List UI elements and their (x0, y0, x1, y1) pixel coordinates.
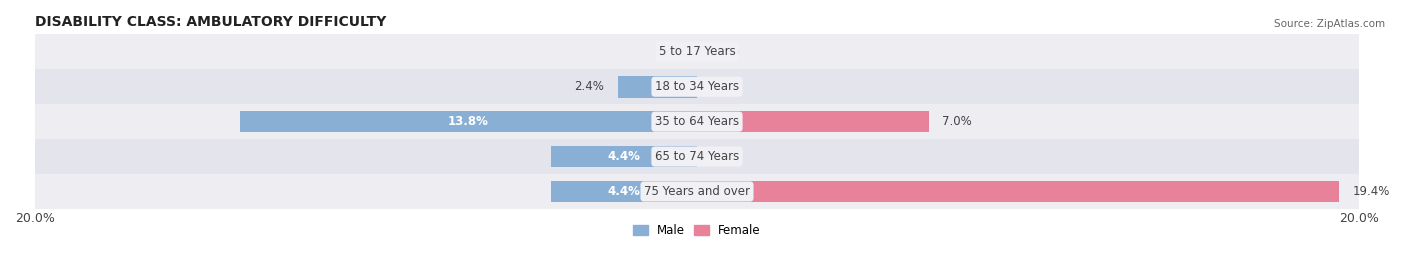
Text: 0.0%: 0.0% (710, 80, 740, 93)
Bar (35, 104, 1360, 139)
Text: Source: ZipAtlas.com: Source: ZipAtlas.com (1274, 19, 1385, 29)
Text: 0.0%: 0.0% (710, 150, 740, 163)
Text: 35 to 64 Years: 35 to 64 Years (655, 115, 740, 128)
Bar (35, 139, 1360, 174)
Text: 19.4%: 19.4% (1353, 185, 1389, 198)
Bar (240, 111, 697, 132)
Bar (551, 146, 697, 167)
Text: 18 to 34 Years: 18 to 34 Years (655, 80, 740, 93)
Bar (617, 76, 697, 98)
Text: 7.0%: 7.0% (942, 115, 972, 128)
Bar (697, 181, 1339, 202)
Bar (35, 174, 1360, 209)
Text: 75 Years and over: 75 Years and over (644, 185, 749, 198)
Text: DISABILITY CLASS: AMBULATORY DIFFICULTY: DISABILITY CLASS: AMBULATORY DIFFICULTY (35, 15, 387, 29)
Legend: Male, Female: Male, Female (628, 219, 765, 242)
Text: 4.4%: 4.4% (607, 185, 641, 198)
Text: 65 to 74 Years: 65 to 74 Years (655, 150, 740, 163)
Text: 5 to 17 Years: 5 to 17 Years (658, 45, 735, 58)
Bar (35, 34, 1360, 69)
Text: 0.0%: 0.0% (654, 45, 683, 58)
Bar (697, 111, 929, 132)
Text: 2.4%: 2.4% (575, 80, 605, 93)
Text: 4.4%: 4.4% (607, 150, 641, 163)
Bar (551, 181, 697, 202)
Bar (35, 69, 1360, 104)
Text: 13.8%: 13.8% (449, 115, 489, 128)
Text: 0.0%: 0.0% (710, 45, 740, 58)
